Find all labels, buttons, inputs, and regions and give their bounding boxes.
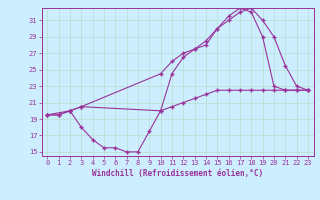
X-axis label: Windchill (Refroidissement éolien,°C): Windchill (Refroidissement éolien,°C) <box>92 169 263 178</box>
